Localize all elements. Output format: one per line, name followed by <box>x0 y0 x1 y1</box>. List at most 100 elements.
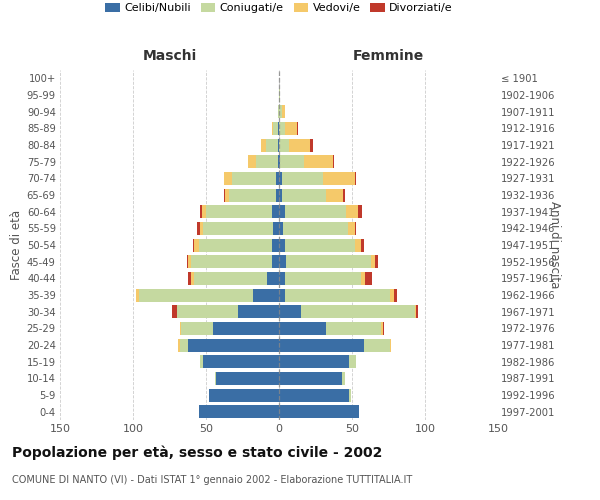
Bar <box>394 288 397 302</box>
Bar <box>289 138 310 151</box>
Bar <box>200 355 279 368</box>
Bar <box>282 172 323 185</box>
Bar <box>200 205 279 218</box>
Bar <box>206 205 279 218</box>
Bar <box>390 338 391 351</box>
Bar <box>272 238 279 252</box>
Bar <box>199 405 279 418</box>
Bar <box>326 188 343 202</box>
Bar <box>273 122 279 135</box>
Bar <box>177 305 279 318</box>
Bar <box>200 355 279 368</box>
Bar <box>209 388 279 402</box>
Bar <box>272 122 279 135</box>
Bar <box>256 155 279 168</box>
Bar <box>178 338 279 351</box>
Bar <box>355 238 361 252</box>
Bar <box>203 222 279 235</box>
Text: Popolazione per età, sesso e stato civile - 2002: Popolazione per età, sesso e stato civil… <box>12 445 382 460</box>
Bar <box>383 322 384 335</box>
Bar <box>262 138 279 151</box>
Bar <box>181 322 279 335</box>
Bar <box>191 255 279 268</box>
Bar <box>361 238 364 252</box>
Bar <box>272 255 279 268</box>
Bar <box>279 222 283 235</box>
Text: Maschi: Maschi <box>142 50 197 64</box>
Bar <box>180 338 279 351</box>
Bar <box>279 255 286 268</box>
Bar <box>355 222 356 235</box>
Bar <box>416 305 418 318</box>
Bar <box>136 288 279 302</box>
Bar <box>199 405 279 418</box>
Bar <box>262 138 279 151</box>
Bar <box>279 138 289 151</box>
Bar <box>209 388 279 402</box>
Bar <box>279 238 285 252</box>
Bar <box>194 272 279 285</box>
Bar <box>193 238 279 252</box>
Bar <box>390 288 394 302</box>
Bar <box>187 255 279 268</box>
Text: COMUNE DI NANTO (VI) - Dati ISTAT 1° gennaio 2002 - Elaborazione TUTTITALIA.IT: COMUNE DI NANTO (VI) - Dati ISTAT 1° gen… <box>12 475 412 485</box>
Bar <box>310 138 313 151</box>
Bar <box>279 338 364 351</box>
Bar <box>136 288 279 302</box>
Bar <box>188 272 279 285</box>
Bar <box>286 255 371 268</box>
Bar <box>279 122 285 135</box>
Bar <box>224 188 279 202</box>
Bar <box>177 305 279 318</box>
Bar <box>224 172 279 185</box>
Bar <box>276 188 279 202</box>
Bar <box>215 372 279 385</box>
Bar <box>279 155 280 168</box>
Bar <box>279 355 349 368</box>
Bar <box>139 288 279 302</box>
Bar <box>268 272 279 285</box>
Bar <box>279 188 282 202</box>
Bar <box>215 372 279 385</box>
Bar <box>301 305 415 318</box>
Bar <box>279 88 280 102</box>
Bar <box>364 338 390 351</box>
Bar <box>279 372 342 385</box>
Bar <box>180 322 279 335</box>
Bar <box>180 322 279 335</box>
Bar <box>232 172 279 185</box>
Bar <box>285 238 355 252</box>
Bar <box>273 222 279 235</box>
Bar <box>376 255 378 268</box>
Bar <box>343 188 344 202</box>
Bar <box>178 338 279 351</box>
Bar <box>199 405 279 418</box>
Text: Femmine: Femmine <box>353 50 424 64</box>
Bar <box>191 272 279 285</box>
Bar <box>248 155 279 168</box>
Bar <box>285 288 390 302</box>
Bar <box>209 388 279 402</box>
Bar <box>216 372 279 385</box>
Bar <box>253 288 279 302</box>
Bar <box>326 322 381 335</box>
Bar <box>333 155 334 168</box>
Bar <box>349 388 350 402</box>
Bar <box>285 122 296 135</box>
Bar <box>209 388 279 402</box>
Bar <box>358 205 362 218</box>
Bar <box>248 155 279 168</box>
Bar <box>272 122 279 135</box>
Bar <box>238 305 279 318</box>
Bar <box>323 172 355 185</box>
Bar <box>197 222 279 235</box>
Bar <box>279 405 359 418</box>
Y-axis label: Anni di nascita: Anni di nascita <box>548 202 561 288</box>
Bar <box>200 222 279 235</box>
Bar <box>415 305 416 318</box>
Bar <box>285 205 346 218</box>
Legend: Celibi/Nubili, Coniugati/e, Vedovi/e, Divorziati/e: Celibi/Nubili, Coniugati/e, Vedovi/e, Di… <box>101 0 457 18</box>
Bar <box>282 188 326 202</box>
Bar <box>279 305 301 318</box>
Bar <box>266 138 279 151</box>
